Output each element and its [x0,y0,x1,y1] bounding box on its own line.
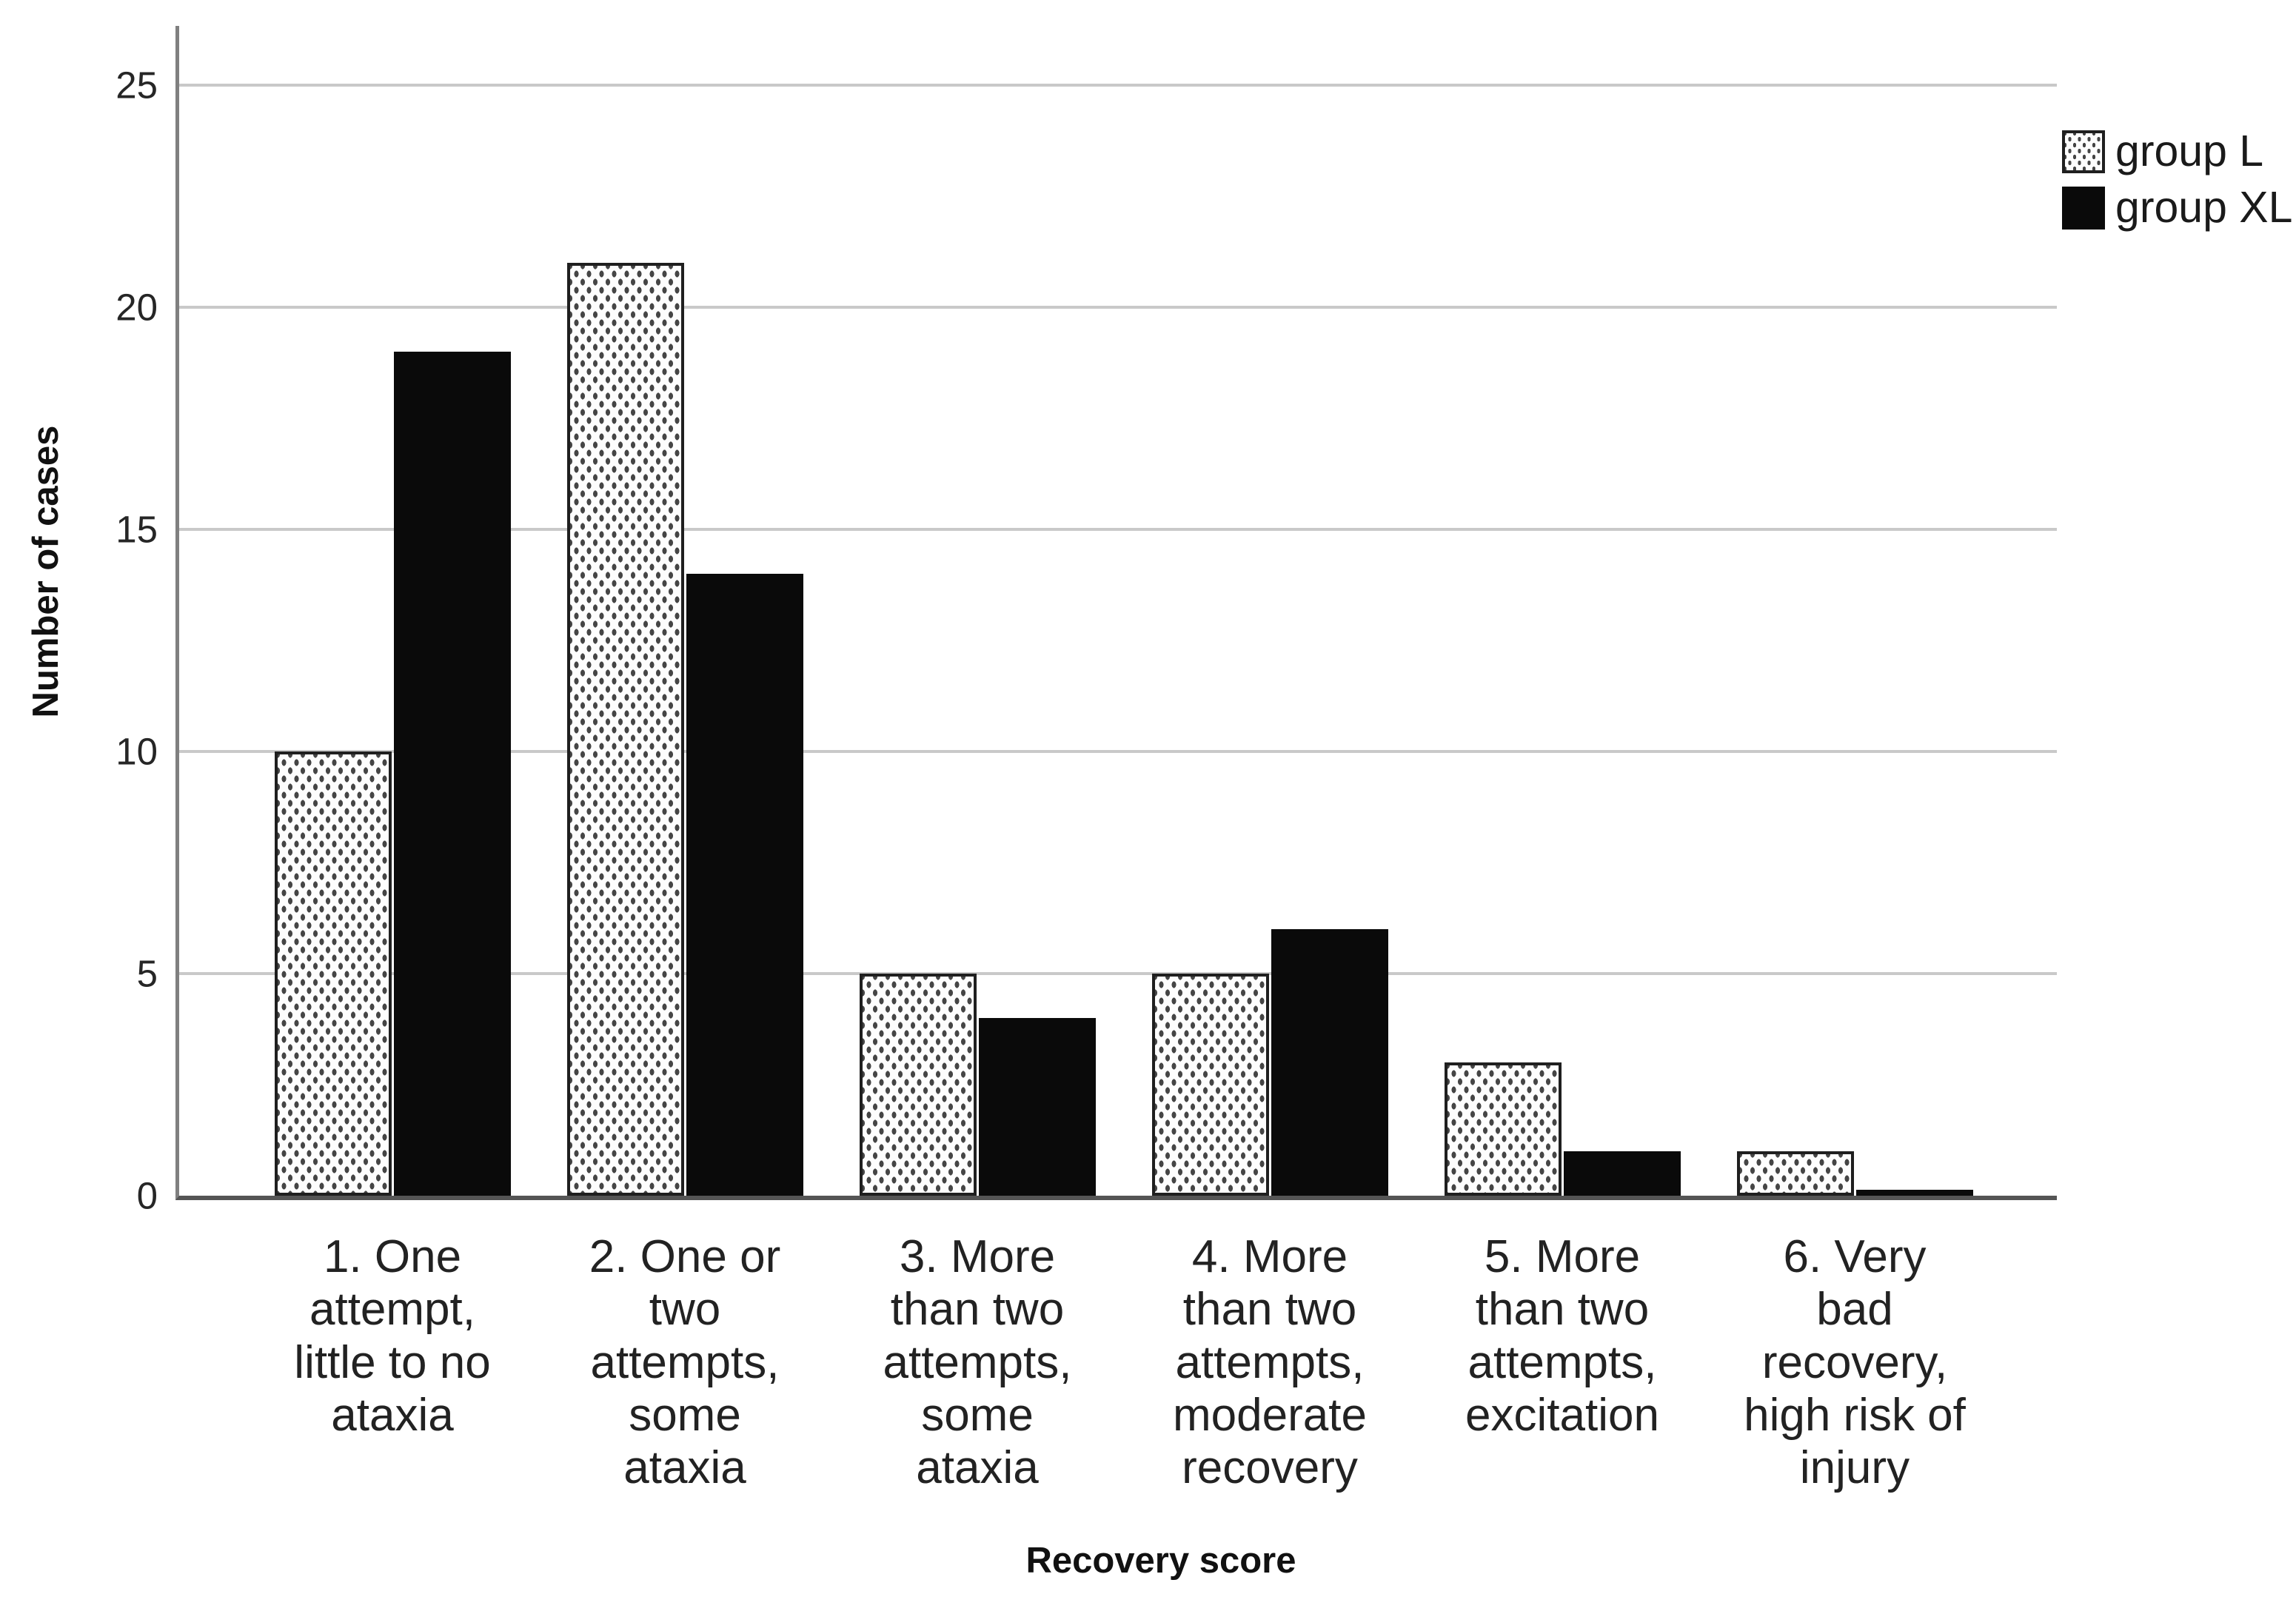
bar-group-xl [978,1018,1096,1196]
bar-group-l [1444,1062,1562,1196]
bar-group-l [274,751,392,1196]
bar-pair-group [566,263,804,1196]
bar-group-l [859,974,977,1196]
legend: group L group XL [2062,130,2292,230]
y-tick-label: 25 [116,64,158,107]
gridline [179,84,2057,87]
x-category-label: 5. More than two attempts, excitation [1465,1231,1659,1441]
x-axis-title: Recovery score [1025,1541,1296,1581]
bar-group-l [1736,1151,1854,1196]
gridline [179,528,2057,531]
bar-group-xl [393,352,511,1196]
gridline [179,750,2057,753]
gridline [179,972,2057,975]
bar-group-xl [1271,929,1388,1196]
legend-swatch-solid-icon [2062,186,2105,230]
x-axis-category-labels: 1. One attempt, little to no ataxia 2. On… [179,1230,2057,1527]
y-axis-tick-labels: 0 5 10 15 20 25 [0,26,158,1215]
plot-area [175,26,2057,1200]
legend-swatch-dotted-icon [2062,130,2105,173]
x-category-label: 4. More than two attempts, moderate reco… [1173,1231,1367,1494]
bar-pair-group [1151,929,1389,1196]
bar-group-l [566,263,684,1196]
x-category-label: 3. More than two attempts, some ataxia [883,1231,1072,1494]
legend-label: group XL [2115,183,2293,232]
bar-pair-group [1443,1062,1681,1196]
y-tick-label: 0 [136,1174,158,1217]
bar-group-l [1151,974,1269,1196]
bar-pair-group [1736,1151,1974,1196]
bar-group-xl [1855,1190,1973,1196]
legend-item-group-l: group L [2062,130,2292,173]
legend-label: group L [2115,127,2264,175]
y-tick-label: 5 [136,952,158,995]
gridline [179,306,2057,309]
x-category-label: 6. Very bad recovery, high risk of injur… [1744,1231,1966,1494]
legend-item-group-xl: group XL [2062,186,2292,230]
bar-group-xl [686,574,803,1196]
bar-pair-group [858,974,1097,1196]
x-category-label: 2. One or two attempts, some ataxia [589,1231,781,1494]
bar-group-xl [1563,1151,1681,1196]
y-tick-label: 10 [116,730,158,773]
y-tick-label: 15 [116,508,158,551]
x-category-label: 1. One attempt, little to no ataxia [294,1231,491,1441]
bar-pair-group [273,352,512,1196]
y-tick-label: 20 [116,286,158,329]
